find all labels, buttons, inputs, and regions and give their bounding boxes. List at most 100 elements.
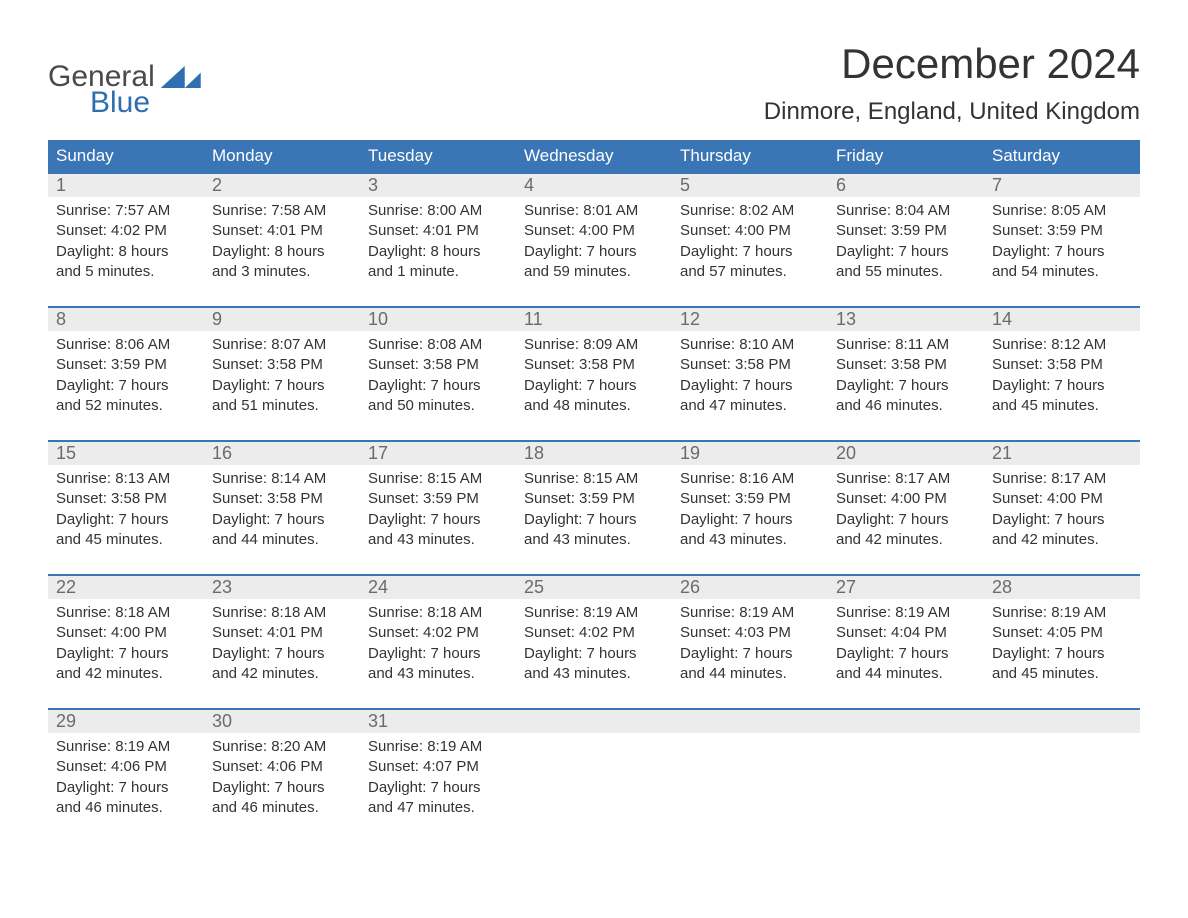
day-number: 24 — [360, 576, 516, 599]
sunset-line: Sunset: 4:00 PM — [836, 489, 976, 509]
sunrise-line: Sunrise: 8:00 AM — [368, 201, 508, 221]
daylight-line: and 45 minutes. — [56, 530, 196, 550]
sunset-line: Sunset: 4:03 PM — [680, 623, 820, 643]
day-number-row: 891011121314 — [48, 308, 1140, 331]
daylight-line: and 45 minutes. — [992, 396, 1132, 416]
daylight-line: and 51 minutes. — [212, 396, 352, 416]
day-number: 26 — [672, 576, 828, 599]
daylight-line: Daylight: 7 hours — [836, 242, 976, 262]
daylight-line: Daylight: 7 hours — [524, 242, 664, 262]
daylight-line: and 54 minutes. — [992, 262, 1132, 282]
day-number — [984, 710, 1140, 733]
sunrise-line: Sunrise: 8:20 AM — [212, 737, 352, 757]
day-number: 23 — [204, 576, 360, 599]
calendar-week: 293031Sunrise: 8:19 AMSunset: 4:06 PMDay… — [48, 708, 1140, 842]
daylight-line: Daylight: 7 hours — [368, 644, 508, 664]
brand-logo: General Blue — [48, 40, 201, 120]
day-number-row: 1234567 — [48, 174, 1140, 197]
flag-icon — [161, 66, 201, 88]
weeks-container: 1234567Sunrise: 7:57 AMSunset: 4:02 PMDa… — [48, 172, 1140, 842]
daylight-line: Daylight: 8 hours — [56, 242, 196, 262]
day-number: 9 — [204, 308, 360, 331]
sunset-line: Sunset: 4:06 PM — [56, 757, 196, 777]
day-cell: Sunrise: 8:19 AMSunset: 4:02 PMDaylight:… — [516, 599, 672, 708]
day-cell: Sunrise: 8:01 AMSunset: 4:00 PMDaylight:… — [516, 197, 672, 306]
sunset-line: Sunset: 3:58 PM — [836, 355, 976, 375]
sunrise-line: Sunrise: 8:06 AM — [56, 335, 196, 355]
day-cell: Sunrise: 8:19 AMSunset: 4:05 PMDaylight:… — [984, 599, 1140, 708]
daylight-line: and 43 minutes. — [368, 530, 508, 550]
daylight-line: and 43 minutes. — [368, 664, 508, 684]
sunset-line: Sunset: 4:01 PM — [212, 221, 352, 241]
daylight-line: Daylight: 7 hours — [992, 644, 1132, 664]
sunset-line: Sunset: 3:58 PM — [992, 355, 1132, 375]
sunset-line: Sunset: 3:59 PM — [368, 489, 508, 509]
day-cell: Sunrise: 8:20 AMSunset: 4:06 PMDaylight:… — [204, 733, 360, 842]
day-number: 11 — [516, 308, 672, 331]
page-title: December 2024 — [764, 40, 1140, 88]
daylight-line: and 44 minutes. — [680, 664, 820, 684]
day-cell: Sunrise: 8:07 AMSunset: 3:58 PMDaylight:… — [204, 331, 360, 440]
daylight-line: Daylight: 7 hours — [56, 778, 196, 798]
sunset-line: Sunset: 4:00 PM — [992, 489, 1132, 509]
day-cell: Sunrise: 8:19 AMSunset: 4:06 PMDaylight:… — [48, 733, 204, 842]
logo-word-2: Blue — [90, 86, 201, 120]
weekday-header: Sunday Monday Tuesday Wednesday Thursday… — [48, 140, 1140, 172]
day-number: 4 — [516, 174, 672, 197]
header: General Blue December 2024 Dinmore, Engl… — [48, 40, 1140, 126]
daylight-line: and 47 minutes. — [368, 798, 508, 818]
day-number: 30 — [204, 710, 360, 733]
weekday-label: Monday — [204, 140, 360, 172]
sunrise-line: Sunrise: 7:58 AM — [212, 201, 352, 221]
day-number: 25 — [516, 576, 672, 599]
day-number: 18 — [516, 442, 672, 465]
sunrise-line: Sunrise: 8:18 AM — [368, 603, 508, 623]
sunset-line: Sunset: 4:06 PM — [212, 757, 352, 777]
sunrise-line: Sunrise: 8:01 AM — [524, 201, 664, 221]
day-cell — [828, 733, 984, 842]
day-cell: Sunrise: 8:11 AMSunset: 3:58 PMDaylight:… — [828, 331, 984, 440]
day-cell: Sunrise: 8:18 AMSunset: 4:00 PMDaylight:… — [48, 599, 204, 708]
day-cell — [516, 733, 672, 842]
daylight-line: Daylight: 7 hours — [992, 242, 1132, 262]
weekday-label: Saturday — [984, 140, 1140, 172]
day-number: 31 — [360, 710, 516, 733]
sunrise-line: Sunrise: 8:19 AM — [524, 603, 664, 623]
daylight-line: Daylight: 7 hours — [680, 242, 820, 262]
sunrise-line: Sunrise: 7:57 AM — [56, 201, 196, 221]
daylight-line: Daylight: 7 hours — [992, 376, 1132, 396]
day-cell: Sunrise: 8:17 AMSunset: 4:00 PMDaylight:… — [828, 465, 984, 574]
day-number: 15 — [48, 442, 204, 465]
daylight-line: Daylight: 7 hours — [56, 376, 196, 396]
daylight-line: and 50 minutes. — [368, 396, 508, 416]
day-number: 21 — [984, 442, 1140, 465]
sunset-line: Sunset: 4:01 PM — [368, 221, 508, 241]
daylight-line: Daylight: 7 hours — [368, 510, 508, 530]
daylight-line: Daylight: 7 hours — [212, 644, 352, 664]
day-number: 22 — [48, 576, 204, 599]
day-number — [672, 710, 828, 733]
weekday-label: Sunday — [48, 140, 204, 172]
daylight-line: Daylight: 7 hours — [680, 644, 820, 664]
calendar: Sunday Monday Tuesday Wednesday Thursday… — [48, 140, 1140, 842]
weekday-label: Friday — [828, 140, 984, 172]
daylight-line: Daylight: 7 hours — [524, 510, 664, 530]
daylight-line: Daylight: 7 hours — [212, 510, 352, 530]
day-cell: Sunrise: 8:00 AMSunset: 4:01 PMDaylight:… — [360, 197, 516, 306]
day-number: 6 — [828, 174, 984, 197]
day-number — [516, 710, 672, 733]
day-number-row: 15161718192021 — [48, 442, 1140, 465]
day-number: 8 — [48, 308, 204, 331]
daylight-line: Daylight: 7 hours — [368, 778, 508, 798]
daylight-line: Daylight: 8 hours — [368, 242, 508, 262]
day-cell: Sunrise: 8:19 AMSunset: 4:04 PMDaylight:… — [828, 599, 984, 708]
daylight-line: and 52 minutes. — [56, 396, 196, 416]
daylight-line: Daylight: 8 hours — [212, 242, 352, 262]
daylight-line: and 1 minute. — [368, 262, 508, 282]
daylight-line: and 43 minutes. — [524, 664, 664, 684]
day-number: 2 — [204, 174, 360, 197]
daylight-line: Daylight: 7 hours — [680, 510, 820, 530]
daylight-line: and 55 minutes. — [836, 262, 976, 282]
sunset-line: Sunset: 3:58 PM — [56, 489, 196, 509]
day-cell: Sunrise: 8:14 AMSunset: 3:58 PMDaylight:… — [204, 465, 360, 574]
